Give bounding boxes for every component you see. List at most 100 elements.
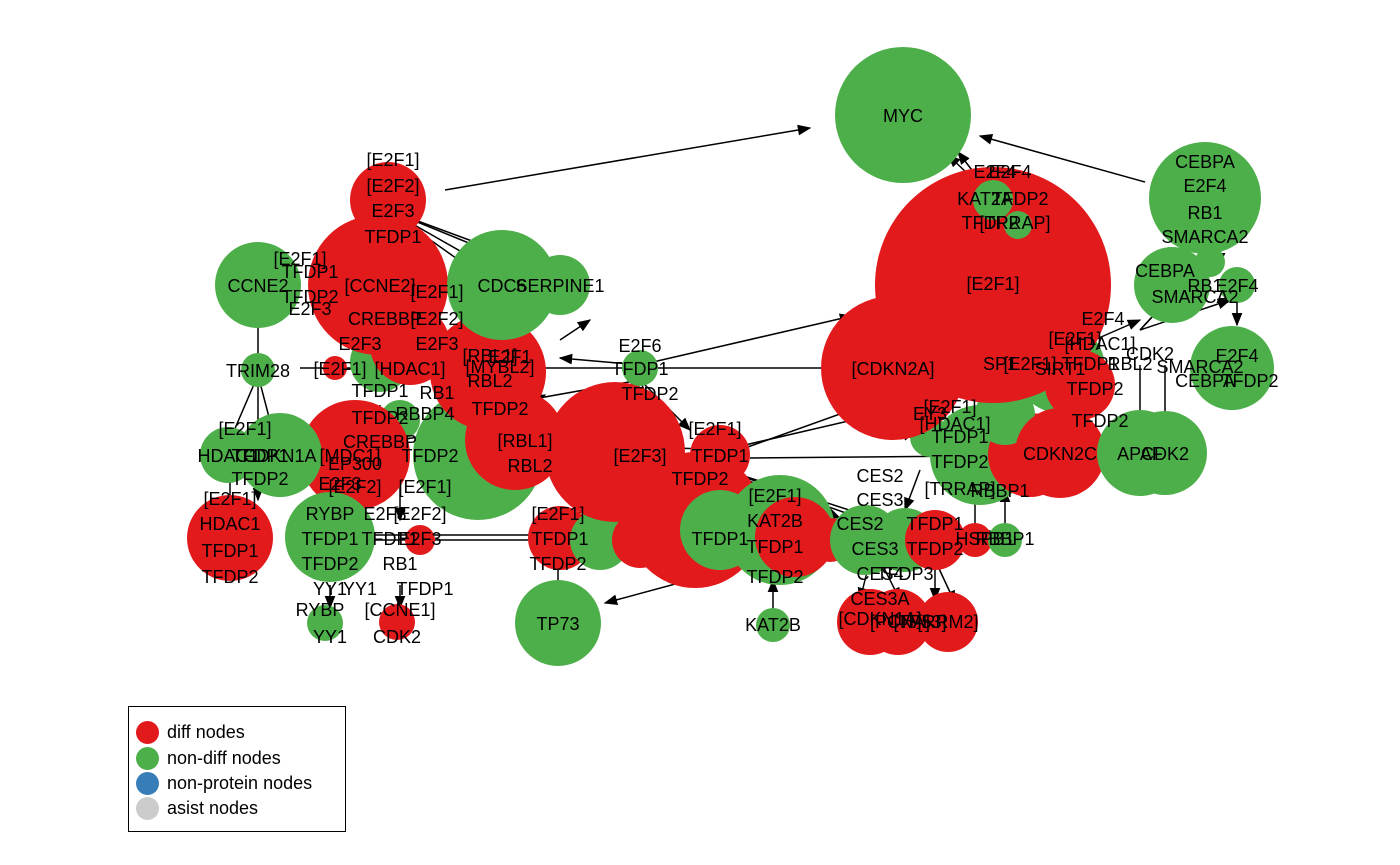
node-label: [E2F1] (1003, 354, 1056, 374)
node-label: TFDP2 (201, 567, 258, 587)
node-label: [CCNE2] (344, 276, 415, 296)
node-label: [E2F1] (313, 359, 366, 379)
node-circle[interactable] (323, 356, 347, 380)
node-label: E2F6 (618, 336, 661, 356)
node-cdk2_r[interactable] (1123, 411, 1207, 495)
node-label: RBBP1 (970, 481, 1029, 501)
node-label: E2F3 (415, 334, 458, 354)
node-circle[interactable] (680, 490, 760, 570)
node-cdkn2c[interactable] (1015, 408, 1105, 498)
diff-node-swatch-icon (136, 720, 159, 744)
node-label: [E2F1] (398, 477, 451, 497)
node-label: SMARCA2 (1151, 287, 1238, 307)
node-label: [E2F2] (410, 309, 463, 329)
node-circle[interactable] (307, 605, 343, 641)
node-e2f6[interactable] (622, 350, 658, 386)
node-label: KAT2A (957, 189, 1013, 209)
legend: diff nodes non-diff nodes non-protein no… (128, 706, 346, 832)
edge-arrow (444, 124, 812, 191)
node-tp73[interactable] (515, 580, 601, 666)
node-circle[interactable] (755, 497, 835, 577)
node-rbbp1[interactable] (988, 523, 1022, 557)
node-tfdp1_c[interactable] (545, 382, 685, 522)
node-label: EY3 (913, 404, 947, 424)
node-label: KAT2B (747, 511, 803, 531)
node-label: TFDP2 (401, 446, 458, 466)
node-tfdp2_trrap[interactable] (1004, 211, 1032, 239)
node-cdc6[interactable] (447, 230, 557, 340)
node-e2f4_tfdp2[interactable] (1190, 326, 1274, 410)
node-e2f4_r[interactable] (1219, 267, 1255, 303)
node-label: SMARCA2 (1161, 227, 1248, 247)
nonprotein-node-swatch-icon (136, 771, 159, 795)
node-label: SIRT1 (1035, 359, 1086, 379)
nondiff-node-swatch-icon (136, 746, 159, 770)
node-label: E2F3 (363, 504, 406, 524)
node-cdkn1a[interactable] (238, 413, 322, 497)
node-label: TFDP1 (361, 529, 418, 549)
node-label: [E2F2] (393, 504, 446, 524)
node-label: EP300 (328, 454, 382, 474)
node-label: SP1 (983, 354, 1017, 374)
node-serpine1[interactable] (530, 255, 590, 315)
node-e2f12_crebbp[interactable] (370, 305, 450, 385)
node-label: RB1 (419, 383, 454, 403)
node-label: [E2F1] (203, 489, 256, 509)
node-cdkn2a[interactable] (821, 296, 965, 440)
node-label: CES3 (851, 539, 898, 559)
node-rrm2[interactable] (918, 592, 978, 652)
node-label: [TRRAP] (924, 479, 995, 499)
node-label: TFDP1 (364, 227, 421, 247)
node-circle[interactable] (405, 525, 435, 555)
node-tfdp1_tfdp2_r[interactable] (905, 510, 965, 570)
node-e2f2_tfdp2[interactable] (993, 188, 1013, 208)
node-ccne1[interactable] (379, 604, 415, 640)
node-tp53[interactable] (865, 589, 931, 655)
node-label: [HDAC1] (374, 359, 445, 379)
node-rb1_r[interactable] (1195, 247, 1225, 277)
node-label: RBBP4 (395, 404, 454, 424)
node-label: RYBP (306, 504, 355, 524)
node-label: CEBPA (1135, 261, 1195, 281)
node-label: [TRRAP] (979, 213, 1050, 233)
node-ccne2[interactable] (215, 242, 301, 328)
edge-arrow (978, 134, 1146, 183)
node-myc[interactable] (835, 47, 971, 183)
node-e2f123_top[interactable] (350, 162, 426, 238)
nodes-layer (187, 47, 1274, 666)
legend-item-asist: asist nodes (136, 796, 258, 820)
node-cebpa_sm[interactable] (1134, 247, 1210, 323)
node-label: TFDP2 (351, 408, 408, 428)
node-label: [E2F1] (531, 504, 584, 524)
node-trim28[interactable] (241, 353, 275, 387)
node-circle[interactable] (958, 523, 992, 557)
node-circle[interactable] (612, 512, 668, 568)
node-label: TFDP1 (906, 514, 963, 534)
node-label: [E2F3] (613, 446, 666, 466)
node-label: TFDP2 (1071, 411, 1128, 431)
node-label: CEBPA (1175, 152, 1235, 172)
node-label: TFDP1 (691, 446, 748, 466)
node-label: E2F4 (1183, 176, 1226, 196)
node-circle[interactable] (570, 510, 630, 570)
edge-arrow (559, 319, 592, 341)
node-label: [RBL1] (497, 431, 552, 451)
node-hdac1_g[interactable] (200, 427, 256, 483)
node-label: RB1 (1187, 203, 1222, 223)
node-label: TP73 (536, 614, 579, 634)
node-crebbp_ep300[interactable] (300, 400, 410, 510)
node-hdac1_l[interactable] (187, 495, 273, 581)
node-rybp_yy1[interactable] (285, 492, 375, 582)
node-label: [CDKN1A] (838, 609, 921, 629)
node-kat2b[interactable] (756, 608, 790, 642)
node-label: CREBBP (343, 432, 417, 452)
node-label: E2F3 (398, 529, 441, 549)
node-label: E2F4 (973, 162, 1016, 182)
node-cesb[interactable] (830, 505, 900, 575)
node-label: MYC (883, 106, 923, 126)
node-label: [PCNA] (870, 612, 930, 632)
node-circle[interactable] (690, 425, 750, 485)
node-label: TFDP1 (231, 446, 288, 466)
node-rbl1_c[interactable] (465, 390, 565, 490)
node-cebpa_grp[interactable] (1149, 142, 1261, 254)
